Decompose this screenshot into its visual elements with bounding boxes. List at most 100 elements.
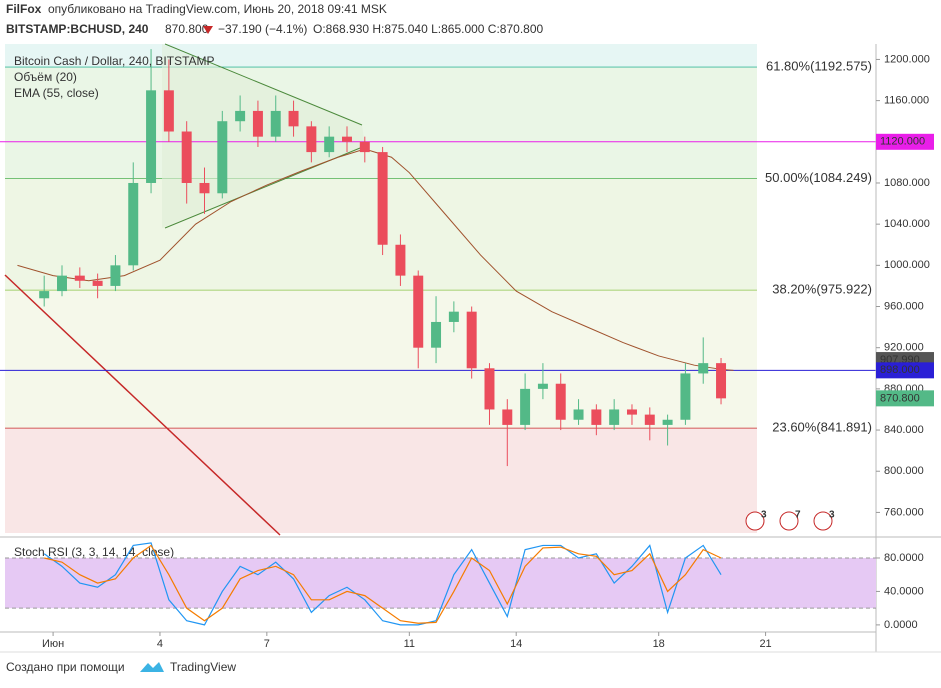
x-tick-label: Июн xyxy=(42,638,64,650)
candle-body xyxy=(716,363,727,399)
last-price: 870.800 xyxy=(165,22,209,36)
fib-zone xyxy=(5,428,757,533)
candle-body xyxy=(644,414,655,425)
price-tag-label: 870.800 xyxy=(880,392,920,404)
candle-body xyxy=(502,409,513,425)
fib-label: 50.00%(1084.249) xyxy=(765,170,872,185)
candle-body xyxy=(324,136,335,153)
y-tick-label: 920.000 xyxy=(884,342,924,354)
stoch-title: Stoch RSI (3, 3, 14, 14, close) xyxy=(14,545,174,559)
candle-body xyxy=(199,182,210,194)
stoch-band xyxy=(5,557,876,609)
candle-body xyxy=(448,311,459,322)
y-tick-label: 800.000 xyxy=(884,465,924,477)
candle-body xyxy=(181,131,192,183)
legend-item: EMA (55, close) xyxy=(14,86,99,100)
down-arrow xyxy=(203,26,213,34)
legend-item: Bitcoin Cash / Dollar, 240, BITSTAMP xyxy=(14,54,215,68)
candle-body xyxy=(609,409,620,425)
x-tick-label: 4 xyxy=(157,638,163,650)
trend-line xyxy=(4,274,281,536)
price-tag xyxy=(876,133,934,150)
ohlc: O:868.930 H:875.040 L:865.000 C:870.800 xyxy=(313,22,544,36)
x-tick-label: 18 xyxy=(653,638,665,650)
candle-body xyxy=(39,291,50,299)
candle-body xyxy=(359,141,370,153)
symbol: BITSTAMP:BCHUSD, 240 xyxy=(6,22,149,36)
candle-body xyxy=(680,373,691,420)
candle-body xyxy=(342,136,352,142)
event-count: 7 xyxy=(795,510,801,521)
published: опубликовано на TradingView.com, Июнь 20… xyxy=(48,2,387,16)
event-icon xyxy=(813,511,833,531)
price-tag-label: 898.000 xyxy=(880,364,920,376)
author[interactable]: FilFox xyxy=(6,2,42,16)
stoch-line xyxy=(43,542,722,626)
y-tick-label: 1160.000 xyxy=(884,95,929,107)
ema-line xyxy=(17,148,734,371)
y-tick-label: 1000.000 xyxy=(884,259,930,271)
candle-body xyxy=(698,363,709,374)
candle-body xyxy=(92,280,103,286)
y-tick-label: 1040.000 xyxy=(884,218,930,230)
candle-body xyxy=(270,110,281,137)
y-tick-label: 40.0000 xyxy=(884,585,924,597)
candle-body xyxy=(395,244,406,276)
candle-body xyxy=(252,110,263,137)
stoch-line xyxy=(44,544,722,624)
candle-body xyxy=(146,90,157,183)
y-tick-label: 1080.000 xyxy=(884,177,930,189)
plot xyxy=(0,49,876,467)
footer-brand[interactable]: TradingView xyxy=(170,660,236,674)
y-tick-label: 80.0000 xyxy=(884,552,924,564)
candle-body xyxy=(217,121,228,194)
y-tick-label: 760.000 xyxy=(884,506,924,518)
candle-body xyxy=(110,265,121,286)
triangle-fill xyxy=(162,44,365,228)
x-tick-label: 21 xyxy=(759,638,771,650)
y-tick-label: 960.000 xyxy=(884,300,924,312)
event-icon xyxy=(745,511,765,531)
x-tick-label: 11 xyxy=(404,638,415,650)
event-count: 3 xyxy=(761,510,767,521)
candle-body xyxy=(484,368,495,410)
event-count: 3 xyxy=(829,510,835,521)
candle-body xyxy=(163,90,174,132)
event-icon xyxy=(779,511,799,531)
trend-line xyxy=(164,43,363,126)
fib-zone xyxy=(5,290,757,429)
candle-body xyxy=(57,275,67,292)
candle-body xyxy=(74,275,85,281)
x-tick-label: 7 xyxy=(264,638,270,650)
candle-body xyxy=(413,275,424,348)
y-tick-label: 1200.000 xyxy=(884,53,930,65)
change: −37.190 (−4.1%) xyxy=(218,22,307,36)
candle-body xyxy=(288,110,299,127)
fib-label: 38.20%(975.922) xyxy=(772,282,872,297)
price-tag xyxy=(876,390,934,407)
legend-item: Объём (20) xyxy=(14,70,77,84)
candle-body xyxy=(520,388,531,425)
fib-label: 23.60%(841.891) xyxy=(772,420,872,435)
candle-body xyxy=(573,409,584,420)
candle-body xyxy=(662,419,673,425)
candle-body xyxy=(626,409,637,415)
footer-text: Создано при помощи xyxy=(6,660,125,674)
x-tick-label: 14 xyxy=(510,638,522,650)
y-tick-label: 840.000 xyxy=(884,424,924,436)
candle-body xyxy=(306,126,317,153)
candle-body xyxy=(235,110,246,122)
fib-label: 61.80%(1192.575) xyxy=(766,59,872,74)
fib-zones xyxy=(5,44,757,533)
candle-body xyxy=(431,321,442,348)
candle-body xyxy=(128,182,139,266)
price-tag-label: 1120.000 xyxy=(880,136,925,148)
candle-body xyxy=(466,311,477,369)
logo xyxy=(140,662,164,672)
candle-body xyxy=(555,383,566,420)
candle-body xyxy=(537,383,548,389)
candle-body xyxy=(377,152,388,245)
price-tag xyxy=(876,362,934,379)
candle-body xyxy=(591,409,602,425)
